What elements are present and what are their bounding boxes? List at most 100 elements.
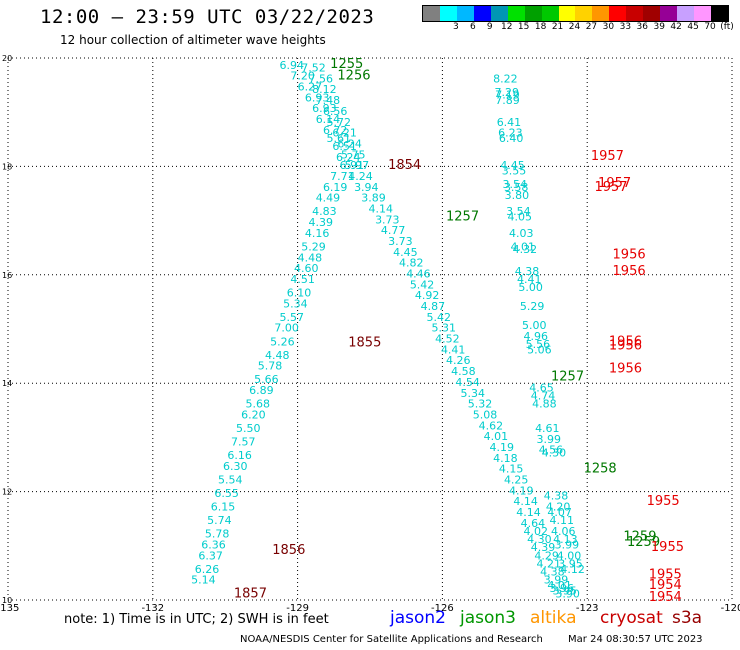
swh-value: 4.25 — [504, 473, 529, 486]
swh-value: 4.38 — [515, 265, 540, 278]
swh-value: 4.15 — [499, 463, 524, 476]
swh-value: 5.34 — [461, 387, 486, 400]
colorbar-swatch — [710, 6, 728, 21]
x-tick-label: -126 — [431, 603, 454, 614]
swh-value: 3.99 — [537, 433, 562, 446]
swh-value: 7.89 — [495, 94, 520, 107]
swh-value: 6.93 — [312, 102, 337, 115]
swh-value: 4.96 — [523, 330, 548, 343]
pass-time-label: 1956 — [609, 339, 642, 354]
swh-value: 5.29 — [301, 240, 326, 253]
swh-value: 4.41 — [517, 273, 542, 286]
swh-value: 5.00 — [518, 281, 543, 294]
colorbar-label: 18 — [534, 22, 547, 32]
colorbar-label: 30 — [602, 22, 615, 32]
colorbar-label: 24 — [568, 22, 581, 32]
colorbar-swatch — [490, 6, 508, 21]
legend-cryosat: cryosat — [600, 608, 663, 628]
pass-time-label: 1956 — [609, 361, 642, 376]
swh-value: 5.31 — [432, 322, 457, 335]
swh-value: 3.73 — [388, 235, 413, 248]
swh-value: 5.00 — [522, 319, 547, 332]
colorbar-swatch — [473, 6, 491, 21]
swh-value: 4.01 — [484, 430, 509, 443]
colorbar-label: 42 — [670, 22, 682, 32]
swh-value: 4.54 — [455, 376, 480, 389]
swh-value: 6.27 — [298, 81, 323, 94]
swh-value: 4.30 — [527, 533, 552, 546]
pass-time-label: 1954 — [649, 590, 682, 605]
swh-value: 5.57 — [280, 311, 305, 324]
colorbar-swatch — [524, 6, 542, 21]
swh-value: 6.56 — [323, 105, 348, 118]
legend-jason3: jason3 — [460, 608, 516, 628]
pass-time-label: 1259 — [627, 535, 660, 550]
swh-value: 5.42 — [410, 278, 435, 291]
swh-value: 6.10 — [287, 286, 312, 299]
swh-value: 6.55 — [214, 487, 239, 500]
swh-value: 6.19 — [323, 181, 348, 194]
swh-value: 5.50 — [236, 422, 261, 435]
swh-value: 4.82 — [399, 257, 424, 270]
swh-value: 3.58 — [504, 181, 529, 194]
swh-value: 4.14 — [369, 202, 394, 215]
y-tick-label: 20 — [2, 54, 12, 63]
swh-value: 4.45 — [393, 246, 418, 259]
swh-value: 6.23 — [498, 127, 523, 140]
swh-value: 5.72 — [327, 116, 352, 129]
legend-altika: altika — [530, 608, 577, 628]
pass-time-label: 1957 — [591, 149, 624, 164]
swh-value: 4.01 — [547, 579, 572, 592]
footer-timestamp: Mar 24 08:30:57 UTC 2023 — [568, 634, 703, 645]
swh-value: 4.26 — [446, 354, 471, 367]
swh-value: 4.18 — [493, 452, 517, 465]
swh-value: 5.29 — [520, 300, 545, 313]
swh-value: 4.92 — [415, 289, 440, 302]
colorbar-label: (ft) — [720, 22, 734, 32]
swh-value: 6.72 — [323, 124, 348, 137]
swh-value: 7.20 — [290, 70, 315, 83]
colorbar-swatch — [558, 6, 576, 21]
swh-value: 4.13 — [553, 533, 578, 546]
swh-value: 4.58 — [451, 365, 476, 378]
swh-value: 4.56 — [539, 444, 564, 457]
pass-time-label: 1255 — [330, 57, 363, 72]
colorbar-swatch — [423, 6, 440, 21]
swh-value: 4.48 — [298, 251, 323, 264]
y-tick-label: 14 — [2, 379, 12, 388]
swh-value: 3.80 — [505, 189, 530, 202]
swh-value: 5.75 — [341, 148, 366, 161]
swh-value: 3.95 — [558, 557, 583, 570]
swh-value: 6.15 — [211, 501, 236, 514]
swh-value: 6.51 — [332, 140, 357, 153]
swh-value: 4.00 — [557, 549, 582, 562]
swh-value: 5.06 — [527, 343, 552, 356]
swh-value: 4.83 — [312, 205, 337, 218]
chart-title: 12:00 — 23:59 UTC 03/22/2023 — [40, 6, 375, 28]
swh-value: 3.54 — [506, 205, 531, 218]
pass-time-label: 1954 — [649, 578, 682, 593]
swh-value: 4.11 — [550, 514, 575, 527]
footer-credit: NOAA/NESDIS Center for Satellite Applica… — [240, 634, 543, 645]
swh-value: 5.74 — [207, 514, 232, 527]
swh-value: 5.61 — [327, 132, 352, 145]
pass-time-label: 1855 — [348, 335, 381, 350]
swh-value: 8.12 — [312, 83, 337, 96]
swh-value: 6.26 — [195, 563, 220, 576]
swh-value: 6.24 — [337, 137, 362, 150]
swh-value: 3.90 — [555, 587, 580, 600]
swh-value: 3.73 — [375, 213, 400, 226]
colorbar-labels: 3 6 9 12 15 18 21 24 27 30 33 36 39 42 45 70 (ft) — [422, 22, 734, 34]
swh-value: 4.74 — [531, 389, 556, 402]
colorbar-swatch — [439, 6, 457, 21]
pass-time-label: 1258 — [584, 462, 617, 477]
swh-value: 6.16 — [227, 449, 252, 462]
swh-value: 3.89 — [361, 192, 386, 205]
swh-value: 5.66 — [254, 373, 279, 386]
swh-value: 4.64 — [521, 517, 546, 530]
swh-value: 7.52 — [301, 62, 326, 75]
swh-value: 6.40 — [499, 132, 524, 145]
swh-value: 4.24 — [348, 170, 373, 183]
x-tick-label: -129 — [286, 603, 309, 614]
colorbar-swatch — [609, 6, 627, 21]
